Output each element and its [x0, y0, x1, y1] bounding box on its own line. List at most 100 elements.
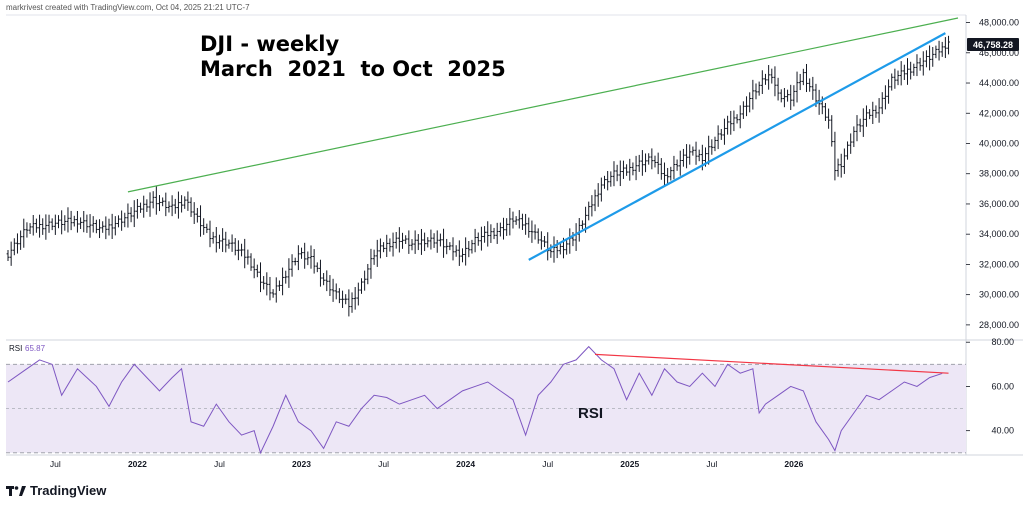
- price-bar: [457, 240, 461, 266]
- time-tick-label: Jul: [214, 459, 225, 469]
- price-bar: [505, 218, 509, 236]
- price-bar: [811, 76, 815, 100]
- price-bar: [249, 253, 253, 271]
- price-bar: [170, 195, 174, 217]
- price-bar: [82, 210, 86, 233]
- up-trendline[interactable]: [127, 17, 959, 193]
- price-bar: [524, 213, 528, 235]
- price-bar: [426, 237, 430, 248]
- price-bar: [303, 242, 307, 269]
- price-bar: [713, 136, 717, 152]
- price-bar: [631, 162, 635, 176]
- price-bar: [104, 216, 108, 240]
- price-bar: [748, 92, 752, 113]
- price-bar: [486, 221, 490, 247]
- price-bar: [189, 197, 193, 217]
- price-bar: [410, 239, 414, 251]
- price-bar: [710, 139, 714, 155]
- price-bar: [685, 144, 688, 169]
- price-bar: [666, 167, 670, 185]
- price-bar: [836, 158, 840, 177]
- price-bar: [618, 160, 622, 187]
- price-bar: [337, 288, 341, 304]
- price-axis: 48,000.00 46,000.00 44,000.00 42,000.00 40,0…: [966, 18, 1019, 330]
- price-bar: [63, 215, 67, 231]
- price-bar: [906, 58, 909, 85]
- price-bar: [401, 232, 404, 249]
- price-bar: [268, 276, 272, 301]
- price-bar: [606, 171, 610, 191]
- time-tick-label: Jul: [542, 459, 553, 469]
- price-bar: [6, 250, 10, 262]
- price-bar: [637, 154, 641, 172]
- price-bar: [899, 61, 903, 86]
- rsi-divergence-line[interactable]: [595, 353, 949, 374]
- price-tick-label: 40,000.00: [979, 138, 1019, 148]
- price-bar: [369, 248, 373, 279]
- price-bar: [868, 109, 872, 120]
- time-tick-label: 2022: [128, 459, 147, 469]
- price-bar: [214, 227, 218, 253]
- price-bars: [6, 35, 950, 317]
- price-bar: [653, 155, 657, 168]
- price-bar: [855, 115, 859, 142]
- price-bar: [880, 92, 884, 115]
- price-bar: [442, 228, 445, 258]
- price-bar: [470, 239, 474, 254]
- price-bar: [35, 218, 38, 233]
- price-bar: [846, 141, 849, 160]
- price-bar: [429, 229, 433, 250]
- price-bar: [195, 207, 199, 223]
- price-bar: [278, 280, 281, 291]
- rsi-legend-value: 65.87: [25, 344, 46, 353]
- price-tick-label: 48,000.00: [979, 18, 1019, 28]
- price-bar: [461, 248, 464, 263]
- price-bar: [129, 207, 133, 223]
- price-bar: [596, 183, 600, 207]
- price-bar: [555, 240, 559, 259]
- price-bar: [186, 191, 190, 211]
- price-bar: [770, 68, 774, 84]
- price-bar: [726, 115, 730, 135]
- price-bar: [139, 202, 142, 213]
- price-bar: [839, 153, 843, 178]
- price-bar: [117, 215, 120, 228]
- price-bar: [577, 218, 581, 242]
- price-bar: [928, 45, 931, 71]
- price-bar: [205, 223, 209, 234]
- price-bar: [672, 155, 676, 180]
- price-bar: [824, 102, 827, 121]
- price-bar: [647, 153, 651, 165]
- price-bar: [315, 262, 319, 273]
- price-bar: [805, 63, 808, 93]
- price-bar: [22, 218, 26, 248]
- price-bar: [334, 283, 338, 300]
- price-bar: [420, 228, 423, 255]
- price-bar: [865, 105, 868, 127]
- rising-wedge-line[interactable]: [528, 32, 946, 261]
- price-tick-label: 46,000.00: [979, 48, 1019, 58]
- price-bar: [25, 222, 29, 238]
- price-bar: [236, 240, 240, 261]
- price-bar: [432, 233, 436, 248]
- price-bar: [142, 195, 146, 218]
- price-tick-label: 34,000.00: [979, 229, 1019, 239]
- price-bar: [783, 88, 786, 108]
- price-bar: [464, 237, 468, 266]
- price-bar: [476, 232, 480, 246]
- price-bar: [741, 101, 745, 119]
- price-bar: [328, 275, 332, 297]
- price-bar: [808, 78, 812, 92]
- price-bar: [940, 41, 944, 57]
- price-bar: [375, 239, 379, 267]
- price-bar: [760, 70, 764, 94]
- price-bar: [107, 218, 111, 236]
- price-bar: [306, 251, 310, 266]
- time-tick-label: 2023: [292, 459, 311, 469]
- chart-title-line2: March 2021 to Oct 2025: [200, 57, 506, 81]
- last-price-badge: [967, 38, 1019, 51]
- price-bar: [751, 79, 755, 110]
- rsi-tick-label: 60.00: [991, 381, 1014, 391]
- price-bar: [360, 278, 363, 294]
